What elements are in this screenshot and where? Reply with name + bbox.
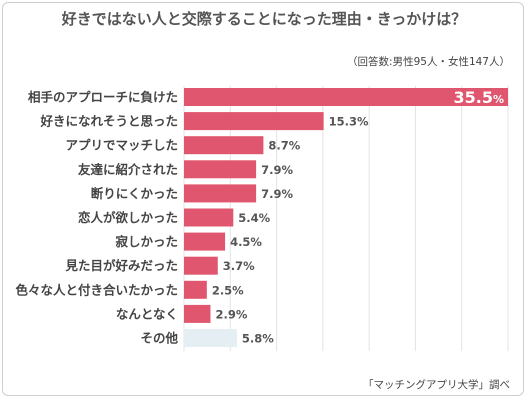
category-label: その他	[140, 331, 178, 346]
bar	[184, 112, 324, 131]
category-label: なんとなく	[116, 306, 178, 321]
value-label: 35.5%	[453, 88, 504, 107]
category-label: 相手のアプローチに負けた	[28, 90, 178, 105]
bar	[184, 208, 234, 227]
category-label: 断りにくかった	[91, 186, 178, 201]
category-label: 寂しかった	[115, 234, 178, 249]
bar	[184, 232, 226, 251]
bar	[184, 160, 257, 179]
value-label: 2.5%	[212, 283, 244, 297]
bar	[184, 184, 257, 203]
category-labels: 相手のアプローチに負けた好きになれそうと思ったアプリでマッチした友達に紹介された…	[15, 90, 178, 346]
value-label: 7.9%	[261, 163, 293, 177]
category-label: 恋人が欲しかった	[78, 210, 178, 225]
category-label: 友達に紹介された	[77, 162, 178, 177]
category-label: 見た目が好みだった	[64, 258, 178, 273]
bars-layer	[184, 88, 508, 347]
source-note: 「マッチングアプリ大学」調べ	[363, 379, 510, 391]
value-label: 8.7%	[268, 139, 300, 153]
value-number: 35.5	[453, 88, 492, 107]
value-unit: %	[493, 93, 504, 106]
category-label: 色々な人と付き合いたかった	[15, 282, 178, 297]
bar	[184, 304, 211, 323]
value-label: 15.3%	[329, 115, 369, 129]
bar	[184, 136, 264, 155]
value-label: 5.4%	[238, 211, 270, 225]
chart-frame	[2, 2, 524, 396]
value-label: 2.9%	[215, 307, 247, 321]
value-label: 4.5%	[230, 235, 262, 249]
chart-title: 好きではない人と交際することになった理由・きっかけは？	[61, 10, 467, 28]
bar	[184, 256, 218, 275]
category-label: アプリでマッチした	[65, 138, 178, 153]
bar	[184, 329, 237, 347]
category-label: 好きになれそうと思った	[39, 114, 178, 129]
bar	[184, 88, 508, 106]
bar	[184, 280, 207, 299]
value-label: 7.9%	[261, 187, 293, 201]
chart-subtitle: （回答数:男性95人・女性147人）	[347, 56, 510, 68]
value-labels: 35.5% 15.3% 8.7% 7.9% 7.9% 5.4% 4.5% 3.7% 2.5% 2.…	[212, 88, 504, 346]
value-label: 3.7%	[223, 259, 255, 273]
value-label: 5.8%	[242, 332, 274, 346]
